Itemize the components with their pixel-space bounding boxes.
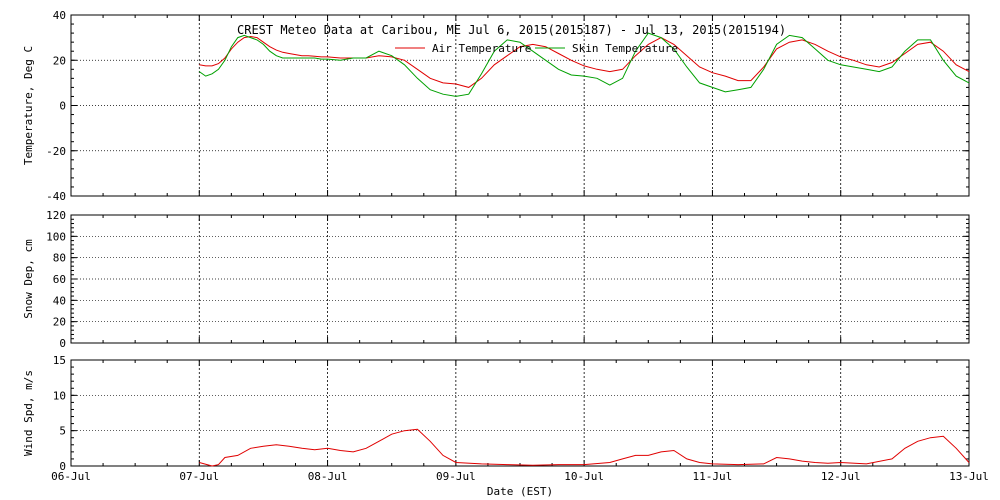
panel-frame [70, 359, 970, 467]
y-tick-label: -20 [46, 145, 66, 158]
y-tick-label: -40 [46, 190, 66, 203]
x-tick-label: 06-Jul [51, 470, 91, 483]
y-tick-label: 0 [59, 100, 66, 113]
x-tick-label: 10-Jul [564, 470, 604, 483]
y-axis-label: Temperature, Deg C [22, 46, 35, 165]
legend-entry: Skin Temperature [535, 42, 678, 55]
x-tick-label: 09-Jul [436, 470, 476, 483]
y-tick-label: 100 [46, 230, 66, 243]
x-axis: 06-Jul 07-Jul 08-Jul 09-Jul 10-Jul 11-Jul 12-J… [51, 470, 989, 483]
y-tick-label: 80 [53, 252, 66, 265]
panel-2: 0 20 40 60 80 100 120 Snow Dep, cm [22, 209, 970, 350]
y-axis-label: Snow Dep, cm [22, 239, 35, 319]
legend-label: Air Temperature [432, 42, 531, 55]
x-tick-label: 12-Jul [821, 470, 861, 483]
y-tick-label: 0 [59, 460, 66, 473]
series-line-air-temperature [199, 35, 970, 88]
x-tick-label: 08-Jul [308, 470, 348, 483]
y-tick-label: 5 [59, 425, 66, 438]
y-tick-label: 10 [53, 389, 66, 402]
y-tick-label: 15 [53, 354, 66, 367]
y-tick-label: 20 [53, 54, 66, 67]
y-tick-label: 0 [59, 337, 66, 350]
y-tick-label: 120 [46, 209, 66, 222]
y-tick-label: 20 [53, 316, 66, 329]
chart-title: CREST Meteo Data at Caribou, ME Jul 6, 2… [237, 23, 786, 37]
legend-entry: Air Temperature [395, 42, 531, 55]
legend-label: Skin Temperature [572, 42, 678, 55]
panel-frame [70, 14, 970, 197]
series-line-skin-temperature [199, 32, 970, 97]
y-axis-label: Wind Spd, m/s [22, 370, 35, 456]
panel-frame [70, 214, 970, 344]
panel-1: -40 -20 0 20 40 Temperature, Deg C Air Tempera… [22, 9, 970, 203]
panel-3: 0 5 10 15 Wind Spd, m/s [22, 354, 970, 473]
series-line-wind-speed [199, 428, 970, 467]
x-axis-label: Date (EST) [487, 485, 553, 498]
x-tick-label: 07-Jul [179, 470, 219, 483]
x-tick-label: 11-Jul [693, 470, 733, 483]
x-tick-label: 13-Jul [949, 470, 989, 483]
y-tick-label: 40 [53, 294, 66, 307]
y-tick-label: 40 [53, 9, 66, 22]
panels: -40 -20 0 20 40 Temperature, Deg C Air Tempera… [22, 9, 970, 473]
y-tick-label: 60 [53, 273, 66, 286]
